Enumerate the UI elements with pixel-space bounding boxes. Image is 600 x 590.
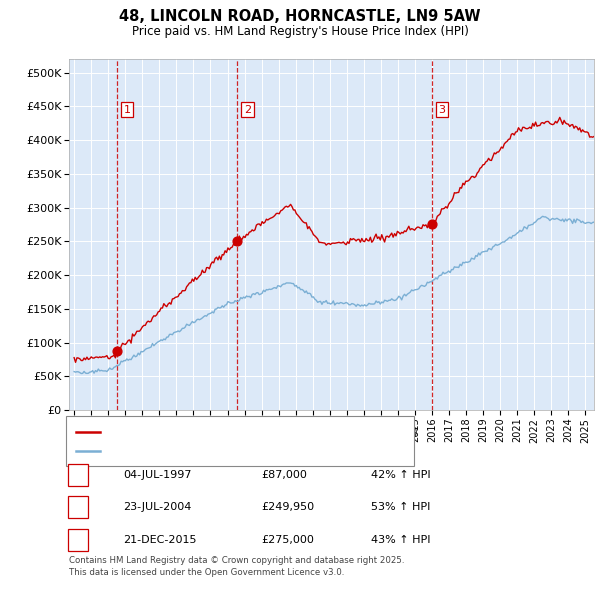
Point [232,237,242,246]
Text: 42% ↑ HPI: 42% ↑ HPI [371,470,430,480]
Text: £249,950: £249,950 [261,503,314,512]
Text: 2: 2 [74,503,82,512]
Text: Contains HM Land Registry data © Crown copyright and database right 2025.
This d: Contains HM Land Registry data © Crown c… [69,556,404,577]
Text: 2: 2 [244,104,251,114]
Text: 48, LINCOLN ROAD, HORNCASTLE, LN9 5AW: 48, LINCOLN ROAD, HORNCASTLE, LN9 5AW [119,9,481,24]
Text: 23-JUL-2004: 23-JUL-2004 [123,503,191,512]
Text: £275,000: £275,000 [261,535,314,545]
Text: 21-DEC-2015: 21-DEC-2015 [123,535,197,545]
Text: 1: 1 [124,104,131,114]
Point [427,219,436,229]
Text: 43% ↑ HPI: 43% ↑ HPI [371,535,430,545]
Point [112,346,122,356]
Text: 04-JUL-1997: 04-JUL-1997 [123,470,191,480]
Text: 3: 3 [439,104,445,114]
Text: 1: 1 [74,470,82,480]
Text: Price paid vs. HM Land Registry's House Price Index (HPI): Price paid vs. HM Land Registry's House … [131,25,469,38]
Text: 3: 3 [74,535,82,545]
Text: £87,000: £87,000 [261,470,307,480]
Text: 48, LINCOLN ROAD, HORNCASTLE, LN9 5AW (detached house): 48, LINCOLN ROAD, HORNCASTLE, LN9 5AW (d… [107,427,418,437]
Text: 53% ↑ HPI: 53% ↑ HPI [371,503,430,512]
Text: HPI: Average price, detached house, East Lindsey: HPI: Average price, detached house, East… [107,447,355,456]
